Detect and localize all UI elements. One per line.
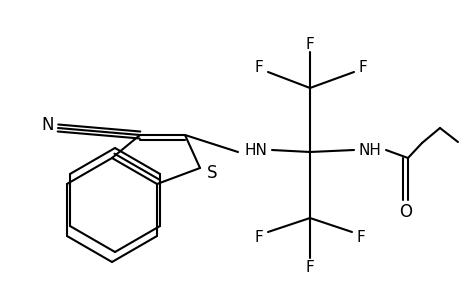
Text: NH: NH: [358, 142, 381, 158]
Text: F: F: [356, 230, 364, 244]
Text: F: F: [254, 230, 263, 244]
Text: HN: HN: [244, 142, 267, 158]
Text: F: F: [358, 59, 367, 74]
Text: N: N: [42, 116, 54, 134]
Text: F: F: [305, 37, 313, 52]
Text: O: O: [398, 203, 412, 221]
Text: F: F: [254, 59, 263, 74]
Text: F: F: [305, 260, 313, 275]
Text: S: S: [206, 164, 217, 182]
